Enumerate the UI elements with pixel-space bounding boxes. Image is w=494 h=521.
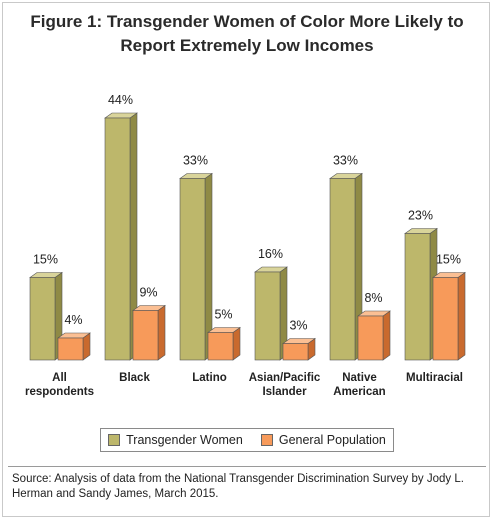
- data-label-general-population-all-respondents: 4%: [64, 313, 82, 327]
- data-label-transgender-women-native-american: 33%: [333, 154, 358, 168]
- category-label-all-respondents: All respondents: [25, 372, 94, 398]
- bar-general-population-native-american: [357, 315, 384, 361]
- data-label-general-population-native-american: 8%: [364, 291, 382, 305]
- category-label-native-american: Native American: [333, 372, 385, 398]
- bar-transgender-women-black: [104, 117, 131, 361]
- legend-label-general-population: General Population: [278, 433, 386, 447]
- bar-side-general-population-multiracial: [457, 271, 466, 361]
- data-label-general-population-multiracial: 15%: [436, 253, 461, 267]
- chart-title-line-2: Report Extremely Low Incomes: [120, 36, 374, 55]
- bar-side-general-population-black: [157, 304, 166, 361]
- data-label-general-population-asian-pacific-islander: 3%: [289, 319, 307, 333]
- bar-transgender-women-all-respondents: [29, 277, 56, 361]
- bar-transgender-women-multiracial: [404, 233, 431, 361]
- category-label-multiracial: Multiracial: [406, 372, 463, 384]
- legend-swatch-general-population: [260, 434, 273, 446]
- chart-title: Figure 1: Transgender Women of Color Mor…: [0, 10, 494, 58]
- legend-swatch-transgender-women: [108, 434, 121, 446]
- source-note: Source: Analysis of data from the Nation…: [12, 473, 464, 500]
- bar-general-population-multiracial: [432, 277, 459, 361]
- data-label-transgender-women-black: 44%: [108, 93, 133, 107]
- data-label-transgender-women-latino: 33%: [183, 154, 208, 168]
- bar-chart: 15% 4% All respondents 44% 9% Black 33% 5% Latino…: [25, 93, 466, 398]
- data-label-general-population-latino: 5%: [214, 308, 232, 322]
- legend: Transgender Women General Population: [100, 428, 394, 452]
- bar-transgender-women-latino: [179, 178, 206, 361]
- category-label-latino: Latino: [192, 372, 227, 384]
- legend-label-transgender-women: Transgender Women: [126, 433, 243, 447]
- data-label-transgender-women-multiracial: 23%: [408, 209, 433, 223]
- bar-general-population-asian-pacific-islander: [282, 343, 309, 361]
- legend-item-general-population: General Population: [260, 433, 386, 447]
- category-label-black: Black: [119, 372, 150, 384]
- chart-frame: [2, 2, 490, 517]
- data-label-transgender-women-asian-pacific-islander: 16%: [258, 247, 283, 261]
- chart-title-line-1: Figure 1: Transgender Women of Color Mor…: [30, 12, 464, 31]
- bar-general-population-latino: [207, 332, 234, 361]
- data-label-general-population-black: 9%: [139, 286, 157, 300]
- bar-general-population-all-respondents: [57, 337, 84, 361]
- bar-transgender-women-asian-pacific-islander: [254, 271, 281, 361]
- legend-item-transgender-women: Transgender Women: [108, 433, 243, 447]
- bar-side-general-population-latino: [232, 326, 241, 361]
- bar-transgender-women-native-american: [329, 178, 356, 361]
- divider: [8, 466, 486, 467]
- data-label-transgender-women-all-respondents: 15%: [33, 253, 58, 267]
- bar-side-general-population-native-american: [382, 310, 391, 361]
- bar-general-population-black: [132, 310, 159, 361]
- category-label-asian-pacific-islander: Asian/Pacific Islander: [249, 372, 321, 398]
